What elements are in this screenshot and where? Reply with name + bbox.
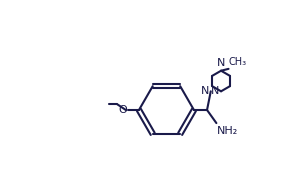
Text: O: O	[118, 105, 127, 115]
Text: N: N	[217, 58, 225, 68]
Text: N: N	[211, 86, 219, 96]
Text: NH₂: NH₂	[217, 126, 239, 136]
Text: N: N	[200, 86, 209, 96]
Text: CH₃: CH₃	[229, 57, 247, 67]
